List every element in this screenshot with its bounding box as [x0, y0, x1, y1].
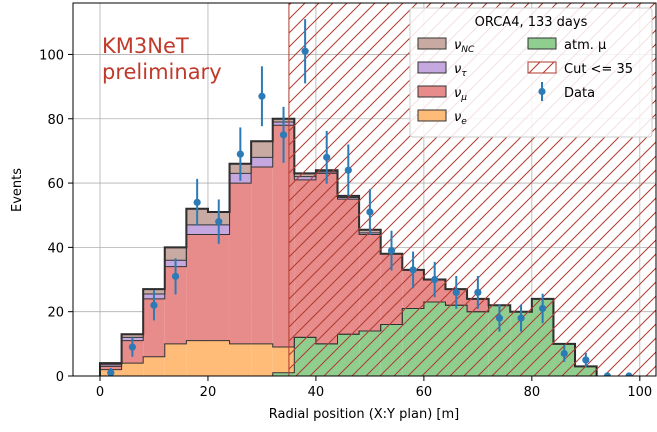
data-point — [171, 272, 180, 280]
bar — [143, 356, 165, 376]
x-tick-label: 80 — [524, 385, 541, 400]
data-point — [150, 301, 158, 309]
bar — [99, 364, 122, 367]
data-point — [495, 314, 504, 322]
y-tick-label: 40 — [47, 241, 64, 256]
bar — [164, 343, 187, 376]
legend-label-nu_e: νe — [454, 110, 467, 127]
data-point — [539, 304, 547, 313]
plot-frame — [72, 2, 657, 377]
bar — [186, 340, 208, 376]
bar — [229, 343, 252, 376]
legend-label-nu_mu: νμ — [454, 86, 467, 103]
bar — [251, 141, 273, 158]
bar — [207, 234, 230, 341]
bar — [186, 234, 208, 341]
x-tick-label: 0 — [96, 385, 104, 400]
legend-swatch-nu_nc — [417, 37, 447, 50]
data-point — [366, 208, 374, 216]
y-tick-label: 80 — [47, 113, 64, 128]
data-points — [107, 19, 633, 376]
legend-label-data: Data — [564, 86, 595, 101]
bar — [207, 340, 230, 376]
axis-ticks: 0 20 40 60 80 100 0 20 40 60 80 100 — [39, 48, 652, 400]
data-point — [215, 218, 223, 226]
y-tick-label: 20 — [47, 306, 64, 321]
legend-label-atm_mu: atm. μ — [564, 38, 606, 53]
data-point — [517, 314, 525, 322]
bar — [186, 224, 208, 235]
bar — [229, 183, 252, 344]
data-point — [409, 266, 417, 274]
x-tick-label: 100 — [627, 385, 652, 400]
y-tick-label: 100 — [39, 48, 64, 63]
data-point — [344, 166, 352, 174]
legend-title: ORCA4, 133 days — [475, 15, 588, 30]
x-axis-label: Radial position (X:Y plan) [m] — [269, 407, 459, 422]
data-point — [236, 150, 244, 158]
data-point — [128, 343, 136, 351]
legend-swatch-nu_e — [417, 109, 447, 122]
x-tick-label: 20 — [200, 385, 217, 400]
bar — [121, 334, 144, 338]
y-tick-label: 0 — [56, 370, 64, 385]
legend-label-cut: Cut <= 35 — [564, 62, 633, 77]
data-point — [107, 369, 115, 376]
data-point — [193, 198, 201, 206]
legend-swatch-nu_tau — [417, 61, 447, 74]
bar — [143, 298, 165, 357]
legend-marker-data — [538, 87, 546, 96]
bar — [121, 363, 144, 376]
data-point — [625, 372, 633, 376]
legend-swatch-nu_mu — [417, 85, 447, 98]
y-tick-label: 60 — [47, 177, 64, 192]
legend-swatch-atm_mu — [527, 37, 557, 50]
y-axis-label: Events — [10, 168, 25, 212]
data-point — [387, 246, 396, 255]
annotation-line-2: preliminary — [102, 60, 222, 84]
x-tick-label: 60 — [416, 385, 433, 400]
data-point — [474, 288, 482, 296]
bar — [164, 266, 187, 344]
bar — [164, 247, 187, 261]
data-point — [431, 275, 439, 284]
bar — [272, 372, 295, 376]
x-tick-label: 40 — [308, 385, 325, 400]
annotation-line-1: KM3NeT — [102, 34, 189, 58]
legend-swatch-cut — [527, 61, 557, 74]
bar — [251, 166, 273, 344]
data-point — [452, 288, 460, 296]
data-point — [582, 356, 590, 364]
bar — [251, 343, 273, 376]
data-point — [323, 153, 331, 161]
data-point — [258, 92, 266, 100]
data-point — [603, 372, 612, 376]
legend-label-nu_nc: νNC — [454, 38, 475, 55]
legend-label-nu_tau: ντ — [454, 62, 467, 79]
data-point — [279, 131, 288, 139]
data-point — [560, 349, 568, 358]
bar — [251, 157, 273, 167]
data-point — [301, 47, 309, 55]
